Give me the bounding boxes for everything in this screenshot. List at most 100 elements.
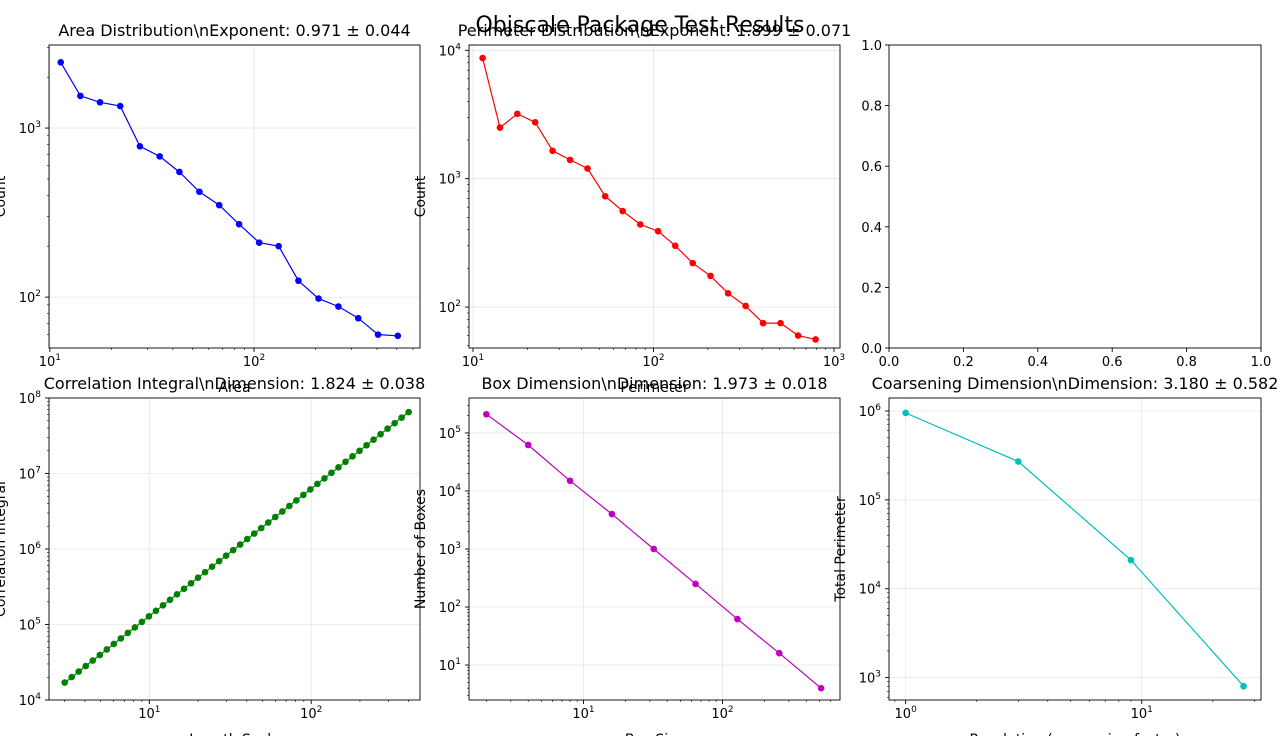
data-point: [377, 430, 384, 438]
y-tick-label: 107: [19, 466, 41, 483]
data-point: [370, 436, 377, 444]
data-point: [812, 336, 819, 343]
figure-title: Objscale Package Test Results: [475, 13, 804, 38]
data-point: [671, 242, 679, 250]
y-tick-exponent: 3: [35, 120, 41, 130]
data-point: [187, 579, 195, 587]
x-tick-exponent: 3: [839, 353, 845, 363]
y-tick-exponent: 5: [875, 492, 881, 502]
y-tick-exponent: 3: [875, 670, 881, 680]
data-point: [264, 519, 272, 526]
data-point: [166, 596, 174, 604]
plot-frame: [888, 44, 1262, 349]
y-tick-label: 103: [19, 120, 41, 137]
y-tick-exponent: 2: [455, 299, 461, 309]
data-point: [110, 640, 118, 648]
data-point: [257, 524, 265, 532]
x-tick-label: 1.0: [1251, 355, 1272, 370]
x-tick-label: 102: [642, 353, 664, 370]
x-tick-label: 101: [572, 705, 594, 722]
y-tick-label: 103: [439, 171, 461, 188]
data-point: [384, 425, 391, 432]
data-point: [136, 143, 144, 150]
x-tick-exponent: 1: [478, 353, 484, 363]
chart-panel-2: 101 102 103 102 103 104 Perimeter Distribution…: [413, 21, 851, 396]
y-tick-exponent: 4: [455, 42, 461, 52]
series-line: [905, 412, 1245, 687]
data-point: [145, 613, 153, 620]
data-point: [531, 118, 539, 126]
data-point: [215, 557, 223, 565]
series-line: [482, 57, 816, 340]
y-tick-label: 101: [439, 657, 461, 674]
data-point: [173, 590, 181, 598]
data-point: [196, 188, 203, 196]
data-point: [255, 239, 263, 246]
y-tick-label: 103: [859, 670, 881, 687]
x-axis-label: Box Size: [625, 732, 684, 736]
x-tick-label: 0.6: [1102, 355, 1123, 370]
y-tick-exponent: 5: [455, 425, 461, 435]
y-tick-label: 106: [19, 541, 42, 558]
data-point: [75, 668, 83, 675]
y-tick-label: 0.8: [861, 100, 882, 115]
y-tick-exponent: 5: [35, 617, 41, 627]
x-tick-label: 0.0: [879, 355, 900, 370]
x-tick-label: 0.8: [1176, 355, 1197, 370]
y-tick-label: 0.0: [861, 342, 882, 357]
data-point: [734, 615, 741, 623]
y-tick-exponent: 4: [455, 483, 461, 493]
y-tick-exponent: 7: [35, 466, 41, 476]
y-axis-label: Correlation Integral: [0, 481, 9, 617]
data-point: [398, 414, 405, 421]
x-tick-label: 101: [1131, 705, 1153, 722]
y-tick-exponent: 6: [35, 541, 41, 551]
y-tick-label: 0.6: [861, 160, 882, 175]
data-point: [235, 220, 243, 228]
data-point: [524, 441, 532, 449]
y-tick-label: 1.0: [861, 39, 882, 54]
x-tick-label: 103: [823, 353, 845, 370]
data-point: [222, 552, 230, 559]
y-tick-exponent: 4: [875, 581, 881, 591]
data-point: [57, 58, 65, 66]
data-point: [356, 447, 363, 455]
y-axis-label: Count: [0, 175, 9, 217]
data-point: [295, 277, 302, 285]
data-point: [152, 607, 160, 615]
series-line: [60, 61, 398, 337]
x-axis-label: Length Scale: [189, 732, 279, 736]
x-tick-exponent: 1: [55, 353, 61, 363]
y-tick-label: 102: [19, 289, 41, 306]
data-point: [208, 563, 216, 570]
x-tick-label: 102: [300, 705, 322, 722]
data-point: [496, 124, 504, 131]
data-point: [650, 545, 658, 553]
x-tick-label: 102: [243, 353, 265, 370]
data-point: [68, 673, 76, 681]
data-point: [394, 332, 402, 340]
data-point: [608, 510, 616, 518]
data-point: [335, 303, 342, 310]
data-point: [201, 568, 209, 576]
data-point: [549, 147, 556, 155]
data-point: [131, 624, 139, 631]
y-tick-label: 0.4: [861, 221, 882, 236]
chart-title: Coarsening Dimension\nDimension: 3.180 ±…: [872, 374, 1279, 393]
data-point: [619, 207, 626, 215]
data-point: [138, 618, 146, 626]
y-tick-exponent: 2: [35, 289, 41, 299]
plot-frame: [48, 44, 421, 349]
data-point: [742, 302, 749, 310]
y-axis-label: Number of Boxes: [413, 489, 429, 609]
y-axis-label: Count: [413, 175, 429, 217]
y-tick-exponent: 4: [35, 692, 41, 702]
data-point: [354, 314, 362, 322]
data-point: [724, 290, 732, 297]
data-point: [794, 332, 802, 339]
data-point: [77, 92, 84, 100]
data-point: [156, 153, 163, 160]
data-point: [328, 469, 335, 477]
data-point: [89, 657, 97, 664]
